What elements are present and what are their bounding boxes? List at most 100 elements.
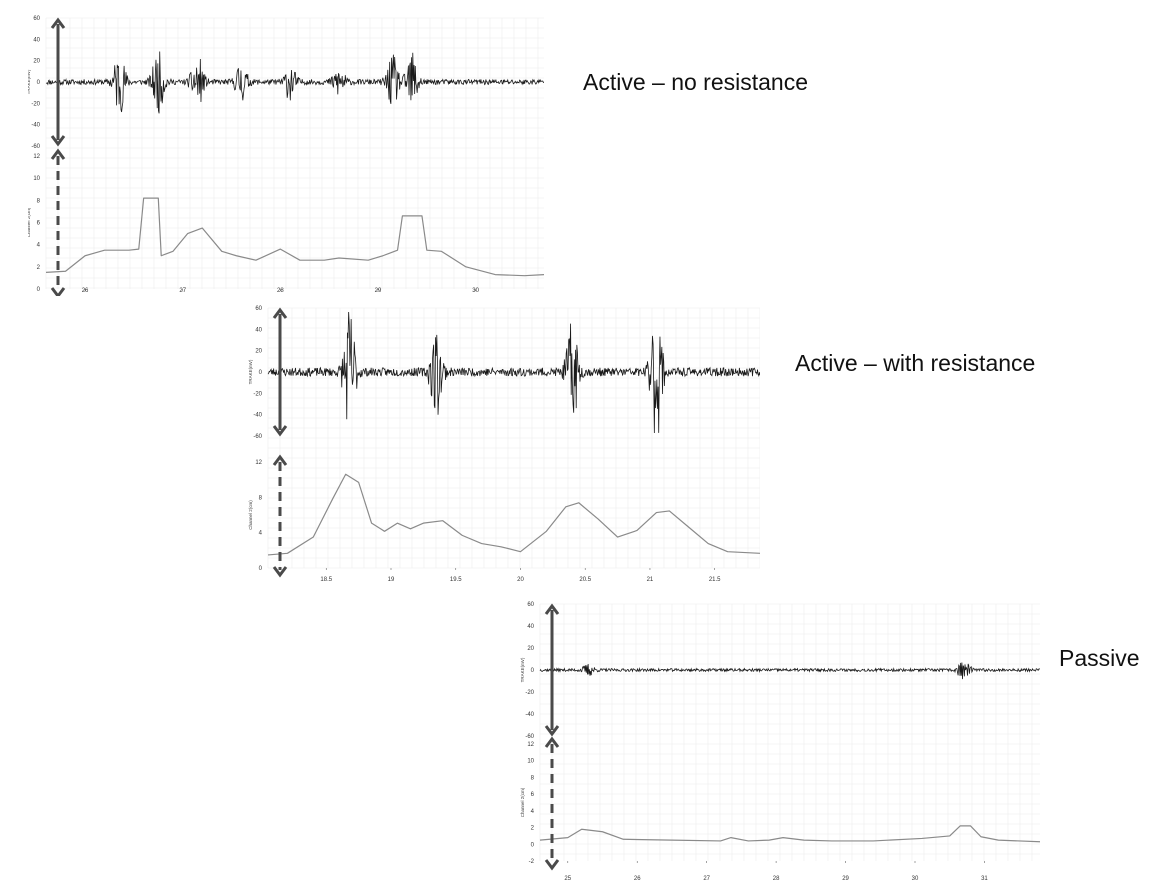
grid xyxy=(539,603,1040,861)
arrow-head-up xyxy=(544,736,560,748)
displacement-trace xyxy=(45,197,544,277)
xtick-label: 18.5 xyxy=(320,577,332,583)
xtick-label: 21 xyxy=(647,577,654,583)
disp-ytick-label: 8 xyxy=(531,775,535,781)
emg-ytick-label: 60 xyxy=(33,16,40,22)
xtick-label: 26 xyxy=(82,288,89,294)
chart-panel-active-no-resistance: 60 40 20 0 -20 -40 -60 12 10 8 6 4 2 0 TRAKE(mV) Channe… xyxy=(28,10,544,296)
xtick-label: 20 xyxy=(517,577,524,583)
emg-ytick-label: -20 xyxy=(525,690,534,696)
displacement-range-arrow xyxy=(50,148,66,296)
disp-ytick-label: 12 xyxy=(255,460,262,466)
arrow-head-down xyxy=(544,859,560,871)
arrow-head-up xyxy=(272,454,288,466)
disp-ytick-label: 4 xyxy=(531,809,535,815)
emg-trace xyxy=(267,311,760,433)
emg-ytick-label: 60 xyxy=(527,602,534,608)
disp-ytick-label: 10 xyxy=(527,759,534,765)
disp-ytick-label: 2 xyxy=(37,265,41,271)
displacement-range-arrow xyxy=(544,736,560,871)
chart-svg-passive: 6040200-20-40-60121086420-2TRAKE(mV)Chan… xyxy=(520,602,1041,882)
emg-ytick-label: -40 xyxy=(31,123,40,129)
emg-ylabel: TRAKE(mV) xyxy=(248,359,253,384)
xtick-label: 27 xyxy=(703,876,710,882)
chart-panel-passive: 60 40 20 0 -20 -40 -60 12 10 8 6 4 2 0 -2 TRAKE(mV) Chan… xyxy=(510,596,1042,884)
arrow-head-down xyxy=(50,287,66,296)
grid xyxy=(267,307,760,569)
disp-ylabel: Channel 2(cm) xyxy=(520,787,525,817)
emg-ytick-label: 20 xyxy=(255,349,262,355)
disp-ytick-label: 8 xyxy=(37,198,41,204)
emg-ylabel: TRAKE(mV) xyxy=(520,657,525,682)
xtick-label: 28 xyxy=(773,876,780,882)
xtick-label: 28 xyxy=(277,288,284,294)
emg-ytick-label: -60 xyxy=(525,734,534,740)
xtick-label: 31 xyxy=(981,876,988,882)
emg-ytick-label: -20 xyxy=(253,391,262,397)
emg-ytick-label: -20 xyxy=(31,101,40,107)
caption-passive: Passive xyxy=(1059,645,1140,671)
chart-svg-active-no-resistance: 6040200-20-40-60121086420TRAKE(mV)Channe… xyxy=(28,16,544,296)
emg-ytick-label: 20 xyxy=(527,646,534,652)
chart-panel-active-with-resistance: 60 40 20 0 -20 -40 -60 12 8 4 0 TRAKE(mV) Channel 2(… xyxy=(240,300,760,585)
xtick-label: 26 xyxy=(634,876,641,882)
disp-ytick-label: 0 xyxy=(37,287,41,293)
emg-amplitude-arrow xyxy=(544,603,560,737)
disp-ytick-label: 2 xyxy=(531,826,535,832)
xtick-label: 19 xyxy=(388,577,395,583)
disp-ylabel: Channel 2(cm) xyxy=(28,207,31,237)
arrow-head-down xyxy=(272,425,288,437)
displacement-trace xyxy=(539,825,1041,843)
disp-ytick-label: 4 xyxy=(37,243,41,249)
arrow-head-up xyxy=(50,17,66,29)
emg-ytick-label: 40 xyxy=(527,624,534,630)
emg-trace xyxy=(45,51,544,114)
xtick-label: 25 xyxy=(564,876,571,882)
disp-ytick-label: 6 xyxy=(37,221,41,227)
emg-amplitude-arrow xyxy=(50,17,66,147)
emg-ytick-label: -60 xyxy=(31,144,40,150)
xtick-label: 29 xyxy=(375,288,382,294)
arrow-head-up xyxy=(50,148,66,160)
emg-ylabel: TRAKE(mV) xyxy=(28,69,31,94)
emg-ytick-label: 60 xyxy=(255,306,262,312)
emg-ytick-label: 0 xyxy=(259,370,263,376)
emg-ytick-label: -40 xyxy=(525,712,534,718)
emg-ytick-label: 40 xyxy=(33,37,40,43)
disp-ytick-label: 0 xyxy=(531,842,535,848)
disp-ylabel: Channel 2(cm) xyxy=(248,500,253,530)
grid xyxy=(45,17,544,289)
arrow-head-down xyxy=(50,135,66,147)
xtick-label: 29 xyxy=(842,876,849,882)
disp-ytick-label: 12 xyxy=(527,742,534,748)
xtick-label: 27 xyxy=(179,288,186,294)
xtick-label: 21.5 xyxy=(709,577,721,583)
caption-active-with-resistance: Active – with resistance xyxy=(795,350,1036,376)
emg-amplitude-arrow xyxy=(272,307,288,437)
emg-ytick-label: 20 xyxy=(33,59,40,65)
displacement-range-arrow xyxy=(272,454,288,578)
xtick-label: 30 xyxy=(472,288,479,294)
disp-ytick-label: 10 xyxy=(33,176,40,182)
arrow-head-down xyxy=(272,566,288,578)
xtick-label: 30 xyxy=(912,876,919,882)
disp-ytick-label: 0 xyxy=(259,566,263,572)
caption-active-no-resistance: Active – no resistance xyxy=(583,69,809,95)
emg-ytick-label: 40 xyxy=(255,327,262,333)
disp-ytick-label: 6 xyxy=(531,792,535,798)
displacement-trace xyxy=(267,473,760,556)
emg-ytick-label: -40 xyxy=(253,413,262,419)
xtick-label: 19.5 xyxy=(450,577,462,583)
disp-ytick-label: 8 xyxy=(259,495,263,501)
emg-trace xyxy=(539,662,1041,680)
xtick-label: 20.5 xyxy=(579,577,591,583)
emg-ytick-label: 0 xyxy=(37,80,41,86)
disp-ytick-label: -2 xyxy=(529,859,535,865)
arrow-head-up xyxy=(272,307,288,319)
disp-ytick-label: 12 xyxy=(33,154,40,160)
arrow-head-up xyxy=(544,603,560,615)
disp-ytick-label: 4 xyxy=(259,531,263,537)
arrow-head-down xyxy=(544,725,560,737)
emg-ytick-label: 0 xyxy=(531,668,535,674)
